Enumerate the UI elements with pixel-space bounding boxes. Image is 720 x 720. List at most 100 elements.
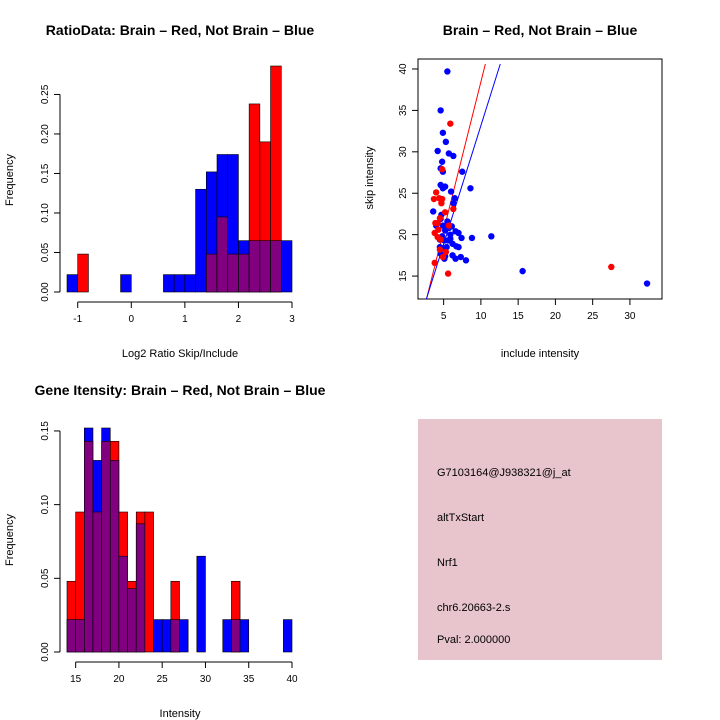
ratio-histogram-title: RatioData: Brain – Red, Not Brain – Blue (46, 22, 315, 38)
ratio-bar (195, 188, 207, 293)
intensity-bar (179, 619, 189, 653)
intensity-histogram-xlabel: Intensity (160, 708, 201, 720)
ratio-x-tick-label: 0 (129, 314, 135, 325)
not-brain-point (443, 243, 450, 251)
brain-fit-line (426, 63, 486, 299)
ratio-histogram-bars (66, 65, 293, 293)
ratio-y-tick-label: 0.15 (40, 163, 51, 183)
ratio-overlap-bar (238, 253, 250, 293)
not-brain-point (429, 208, 437, 215)
ratio-bar (120, 274, 132, 293)
intensity-bar (222, 619, 232, 653)
intensity-histogram: Gene Itensity: Brain – Red, Not Brain – … (4, 382, 326, 720)
not-brain-point (447, 188, 455, 195)
brain-point (430, 195, 438, 203)
scatter-y-tick-label: 25 (398, 187, 409, 199)
brain-point (437, 236, 444, 243)
intensity-overlap-bar (127, 588, 137, 653)
intensity-x-tick-label: 40 (286, 674, 298, 685)
event-type: altTxStart (437, 512, 484, 524)
intensity-overlap-bar (66, 619, 76, 653)
not-brain-point (439, 129, 447, 136)
ratio-y-tick-label: 0.25 (40, 84, 51, 104)
ratio-x-tick-label: 2 (236, 314, 242, 325)
info-panel: G7103164@J938321@j_at altTxStart Nrf1 ch… (418, 419, 662, 660)
not-brain-point (455, 243, 462, 251)
scatter-y-tick-label: 40 (398, 63, 409, 75)
ratio-histogram-ylabel: Frequency (4, 154, 16, 206)
scatter-x-tick-label: 10 (475, 311, 487, 322)
intensity-bar (144, 511, 154, 653)
intensity-overlap-bar (231, 619, 241, 653)
scatter-y-tick-label: 15 (398, 270, 409, 282)
ratio-y-tick-label: 0.10 (40, 203, 51, 223)
scatter-x-tick-label: 5 (441, 311, 447, 322)
intensity-x-tick-label: 15 (70, 674, 82, 685)
p-value: Pval: 2.000000 (437, 634, 510, 646)
scatter-x-tick-label: 20 (550, 311, 562, 322)
not-brain-point (434, 147, 441, 155)
brain-point (441, 209, 449, 216)
not-brain-point (462, 257, 470, 264)
ratio-x-tick-label: 3 (289, 314, 295, 325)
intensity-y-tick-label: 0.05 (40, 568, 51, 588)
intensity-bar (283, 619, 293, 653)
not-brain-point (467, 185, 474, 192)
intensity-x-tick-label: 35 (243, 674, 255, 685)
ratio-overlap-bar (248, 240, 261, 293)
brain-point (442, 248, 450, 256)
ratio-x-tick-label: -1 (73, 314, 82, 325)
intensity-bar (196, 555, 206, 653)
not-brain-point (459, 168, 466, 175)
not-brain-point (442, 138, 450, 146)
ratio-overlap-bar (259, 240, 271, 293)
brain-point (444, 270, 452, 277)
not-brain-point (444, 68, 451, 75)
not-brain-point (450, 152, 457, 160)
intensity-y-tick-label: 0.00 (40, 642, 51, 662)
genomic-location: chr6.20663-2.s (437, 602, 511, 614)
not-brain-point (441, 183, 449, 190)
ratio-histogram: RatioData: Brain – Red, Not Brain – Blue… (4, 22, 314, 360)
ratio-bar (163, 274, 175, 293)
not-brain-point (438, 158, 446, 165)
not-brain-point (450, 199, 457, 207)
brain-point (432, 189, 440, 196)
scatter-title: Brain – Red, Not Brain – Blue (443, 22, 638, 38)
intensity-overlap-bar (109, 460, 120, 653)
ratio-y-tick-label: 0.20 (40, 124, 51, 144)
scatter-y-tick-label: 35 (398, 104, 409, 116)
intensity-bar (239, 619, 250, 653)
not-brain-point (457, 253, 464, 261)
ratio-x-tick-label: 1 (182, 314, 188, 325)
ratio-y-tick-label: 0.05 (40, 242, 51, 262)
scatter-x-tick-label: 15 (513, 311, 525, 322)
brain-point (447, 120, 454, 127)
brain-point (439, 253, 447, 261)
intensity-x-tick-label: 25 (157, 674, 169, 685)
brain-point (450, 205, 457, 213)
intensity-overlap-bar (118, 555, 128, 653)
ratio-overlap-bar (227, 253, 239, 293)
ratio-overlap-bar (216, 216, 229, 293)
intensity-histogram-axes: 15 20 25 30 35 40 0.00 0.05 0.10 0.15 (40, 421, 298, 685)
ratio-y-tick-label: 0.00 (40, 282, 51, 302)
scatter-plot-box (417, 58, 663, 300)
not-brain-point (643, 280, 651, 287)
not-brain-point (452, 255, 459, 262)
intensity-histogram-ylabel: Frequency (4, 514, 16, 566)
ratio-histogram-axes: -1 0 1 2 3 0.00 0.05 0.10 0.15 0.20 0.25 (40, 84, 295, 325)
ratio-bar (66, 274, 79, 293)
scatter-ylabel: skip intensity (364, 146, 376, 209)
not-brain-point (437, 107, 444, 114)
probe-id: G7103164@J938321@j_at (437, 467, 571, 479)
scatter-x-tick-label: 25 (587, 311, 599, 322)
gene-name: Nrf1 (437, 557, 458, 569)
intensity-histogram-bars (66, 427, 293, 653)
not-brain-point (441, 227, 449, 234)
not-brain-point (488, 233, 495, 240)
not-brain-point (447, 235, 454, 243)
intensity-overlap-bar (135, 523, 146, 653)
ratio-overlap-bar (205, 253, 218, 293)
scatter-y-tick-label: 30 (398, 146, 409, 158)
